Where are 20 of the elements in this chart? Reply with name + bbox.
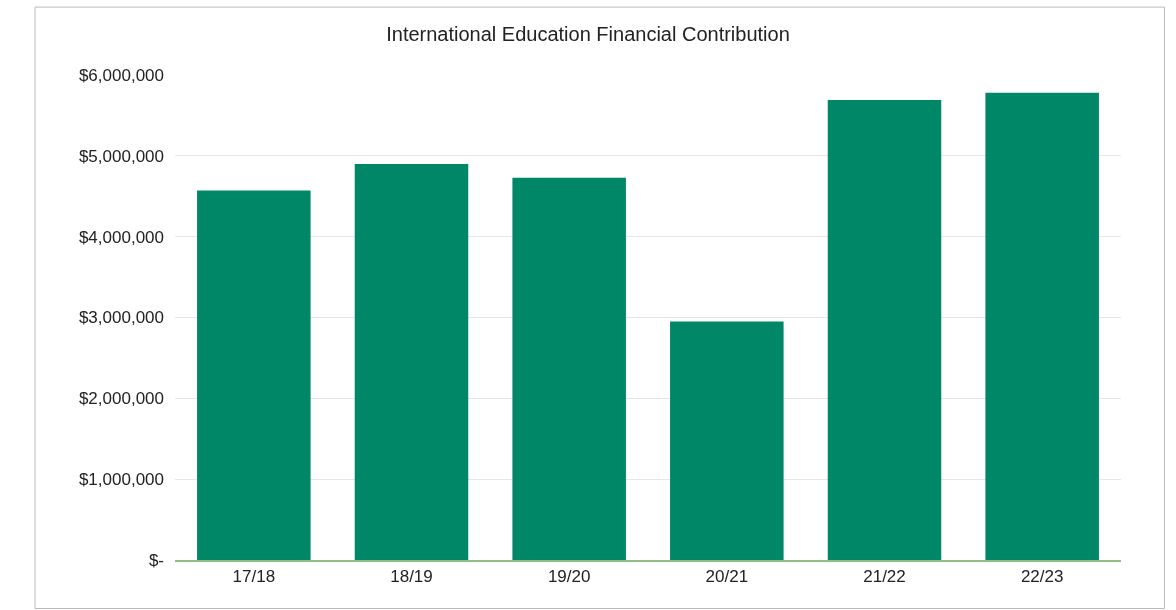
x-tick-label: 20/21 (705, 567, 749, 587)
y-tick-label: $1,000,000 (78, 470, 164, 490)
y-tick-label: $6,000,000 (78, 65, 164, 85)
x-tick-label: 18/19 (390, 567, 433, 587)
y-tick-label: $3,000,000 (78, 308, 164, 328)
y-tick-label: $5,000,000 (78, 146, 164, 166)
y-tick-label: $2,000,000 (78, 389, 164, 409)
bar (670, 321, 784, 560)
x-tick-label: 21/22 (863, 567, 906, 587)
bar (354, 163, 469, 560)
bar (197, 190, 311, 560)
chart-title: International Education Financial Contribution (386, 23, 790, 46)
y-tick-label: $- (148, 550, 164, 570)
bar (512, 177, 626, 560)
x-tick-label: 19/20 (547, 567, 591, 587)
bar (985, 92, 1099, 560)
y-tick-label: $4,000,000 (78, 227, 164, 247)
bar (827, 100, 942, 560)
x-tick-label: 22/23 (1020, 567, 1064, 587)
x-tick-label: 17/18 (232, 567, 276, 587)
